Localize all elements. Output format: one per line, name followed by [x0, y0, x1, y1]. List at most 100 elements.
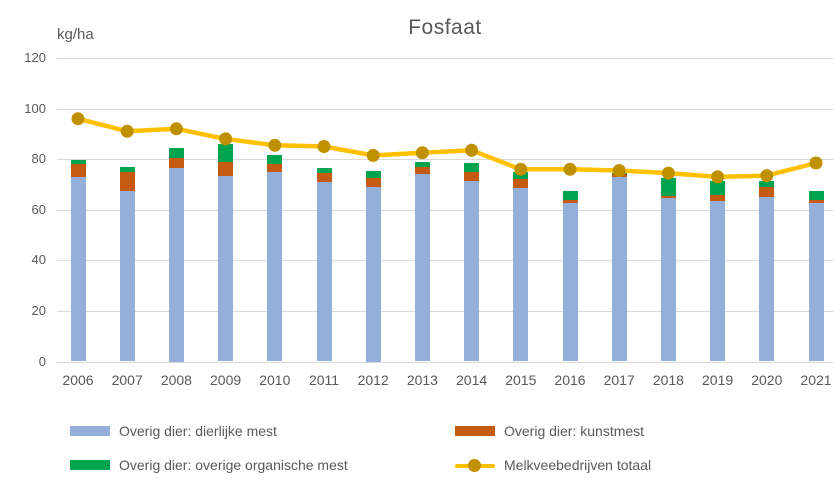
y-gridline: [57, 209, 833, 211]
totaal-line-marker: [661, 166, 675, 180]
bar-segment-organische_mest: [759, 180, 775, 187]
x-tick-label: 2014: [456, 372, 488, 388]
bar-segment-dierlijke_mest: [70, 176, 86, 362]
y-tick-label: 120: [24, 50, 46, 65]
chart-title: Fosfaat: [408, 16, 482, 39]
y-gridline: [57, 310, 833, 312]
bar-segment-organische_mest: [414, 161, 430, 167]
x-tick-label: 2013: [406, 372, 438, 388]
legend-item-organische_mest: Overig dier: overige organische mest: [70, 457, 348, 473]
bar-segment-kunstmest: [464, 171, 480, 181]
bar-segment-kunstmest: [267, 164, 283, 172]
x-tick-label: 2016: [554, 372, 586, 388]
bar-segment-organische_mest: [365, 170, 381, 179]
x-tick-label: 2011: [308, 372, 340, 388]
x-tick-label: 2018: [652, 372, 684, 388]
totaal-line: [75, 116, 819, 180]
bar-segment-organische_mest: [218, 144, 234, 162]
x-tick-label: 2007: [111, 372, 143, 388]
bar-segment-dierlijke_mest: [464, 180, 480, 362]
bar-segment-kunstmest: [316, 173, 332, 182]
y-tick-label: 60: [31, 201, 46, 217]
y-gridline: [57, 108, 833, 110]
totaal-line-marker: [711, 170, 725, 184]
y-tick-label: 20: [31, 302, 46, 318]
bar-segment-organische_mest: [168, 147, 184, 158]
totaal-line-marker: [760, 169, 774, 183]
x-tick-label: 2019: [702, 372, 734, 388]
x-tick-label: 2021: [800, 372, 832, 388]
x-tick-label: 2015: [505, 372, 537, 388]
y-gridline: [57, 58, 833, 59]
bar-segment-dierlijke_mest: [660, 198, 676, 362]
bar-segment-dierlijke_mest: [513, 188, 529, 362]
legend-item-dierlijke_mest: Overig dier: dierlijke mest: [70, 423, 277, 439]
bar-segment-organische_mest: [808, 190, 824, 200]
bar-segment-kunstmest: [562, 199, 578, 204]
totaal-line-marker: [366, 148, 380, 162]
bar-segment-kunstmest: [119, 171, 135, 191]
bar-segment-organische_mest: [316, 168, 332, 174]
totaal-line-marker: [317, 140, 331, 153]
bar-segment-dierlijke_mest: [759, 197, 775, 362]
bar-segment-dierlijke_mest: [218, 175, 234, 362]
legend-line-swatch-totaal: [455, 458, 495, 472]
bar-segment-kunstmest: [513, 179, 529, 189]
y-gridline: [57, 260, 833, 262]
bar-segment-kunstmest: [660, 195, 676, 199]
bar-segment-organische_mest: [464, 163, 480, 172]
y-tick-label: 100: [24, 100, 46, 116]
totaal-line-marker: [465, 143, 479, 157]
y-axis-unit-label: kg/ha: [57, 26, 94, 43]
bar-segment-kunstmest: [168, 157, 184, 168]
bar-segment-organische_mest: [267, 155, 283, 165]
bar-segment-organische_mest: [660, 178, 676, 196]
x-tick-label: 2020: [751, 372, 783, 388]
bar-segment-organische_mest: [710, 180, 726, 195]
legend-item-kunstmest: Overig dier: kunstmest: [455, 423, 644, 439]
legend-swatch-organische_mest: [70, 460, 110, 470]
y-tick-label: 0: [38, 353, 46, 369]
bar-segment-kunstmest: [218, 161, 234, 176]
totaal-line-marker: [268, 138, 282, 152]
bar-segment-kunstmest: [414, 166, 430, 175]
bar-segment-dierlijke_mest: [119, 190, 135, 362]
totaal-line-marker: [169, 122, 183, 136]
bar-segment-dierlijke_mest: [365, 187, 381, 362]
bar-segment-kunstmest: [710, 194, 726, 201]
legend-label-totaal: Melkveebedrijven totaal: [504, 457, 652, 473]
totaal-line-marker: [415, 146, 429, 160]
totaal-line-marker: [809, 156, 823, 170]
bar-segment-kunstmest: [808, 199, 824, 204]
legend-swatch-kunstmest: [455, 426, 495, 436]
legend-label-dierlijke_mest: Overig dier: dierlijke mest: [119, 423, 277, 439]
bar-segment-kunstmest: [759, 187, 775, 198]
legend-swatch-dierlijke_mest: [70, 426, 110, 436]
bar-segment-dierlijke_mest: [562, 203, 578, 362]
bar-segment-organische_mest: [70, 160, 86, 165]
bar-segment-dierlijke_mest: [808, 203, 824, 362]
x-tick-label: 2010: [259, 372, 291, 388]
bar-segment-organische_mest: [119, 166, 135, 172]
x-tick-label: 2006: [62, 372, 94, 388]
legend-label-kunstmest: Overig dier: kunstmest: [504, 423, 645, 439]
y-gridline: [57, 361, 833, 363]
x-tick-label: 2012: [357, 372, 389, 388]
totaal-line-marker: [563, 162, 577, 176]
y-tick-label: 40: [31, 252, 46, 268]
bar-segment-kunstmest: [70, 164, 86, 177]
x-tick-label: 2017: [603, 372, 635, 388]
bar-segment-dierlijke_mest: [414, 174, 430, 362]
totaal-line-marker: [612, 164, 626, 177]
bar-segment-dierlijke_mest: [316, 181, 332, 362]
bar-segment-dierlijke_mest: [611, 176, 627, 362]
totaal-line-marker: [71, 112, 85, 126]
totaal-line-marker: [219, 132, 233, 146]
totaal-line-marker: [120, 124, 134, 138]
y-gridline: [57, 159, 833, 161]
bar-segment-dierlijke_mest: [710, 200, 726, 362]
x-tick-label: 2009: [210, 372, 242, 388]
bar-segment-organische_mest: [562, 190, 578, 200]
